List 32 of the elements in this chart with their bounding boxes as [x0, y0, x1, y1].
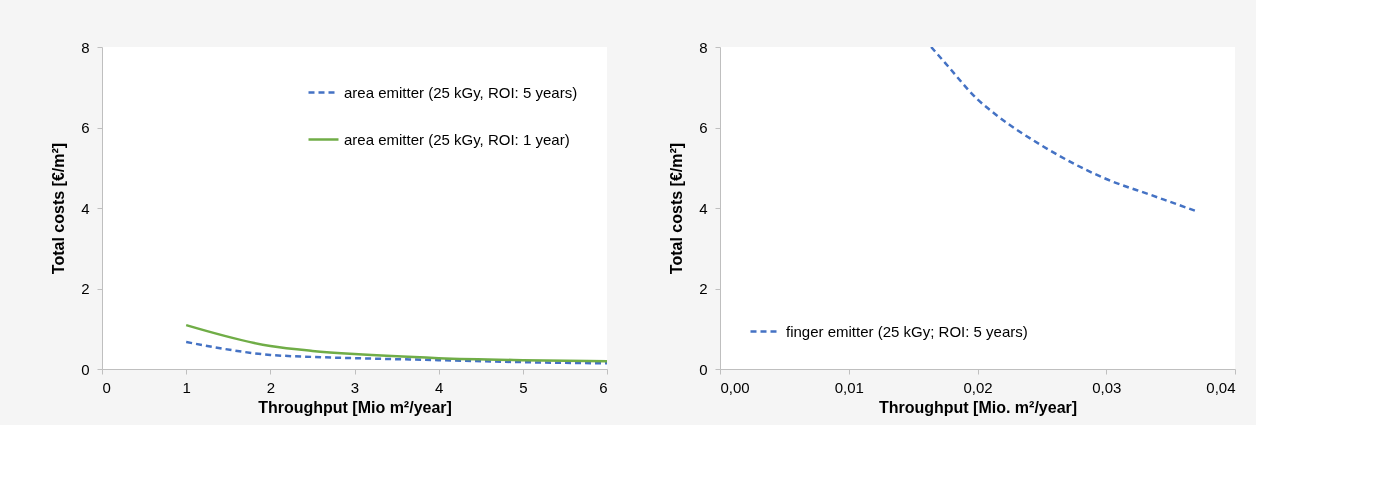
y-tick-label: 8	[699, 38, 708, 56]
y-tick-label: 2	[81, 280, 90, 297]
y-tick-label: 0	[81, 360, 90, 378]
y-tick-label: 4	[699, 199, 708, 217]
x-tick-label: 6	[599, 378, 608, 396]
x-tick-label: 1	[182, 378, 191, 396]
legend-label: area emitter (25 kGy, ROI: 5 years)	[344, 83, 578, 101]
legend-label: finger emitter (25 kGy; ROI: 5 years)	[786, 322, 1028, 340]
legend-label: area emitter (25 kGy, ROI: 1 year)	[344, 130, 570, 148]
x-tick-label: 0,02	[963, 378, 993, 396]
x-tick-label: 0	[102, 378, 111, 396]
y-tick-label: 6	[699, 119, 708, 136]
line-series	[184, 340, 607, 365]
y-tick-label: 6	[81, 119, 90, 136]
x-axis-title: Throughput [Mio. m²/year]	[878, 398, 1078, 416]
x-tick-label: 0,01	[834, 378, 864, 396]
line-series	[929, 47, 1198, 213]
y-axis-title: Total costs [€/m²]	[668, 142, 686, 275]
line-series	[184, 323, 607, 363]
x-tick-label: 5	[519, 378, 528, 396]
x-axis-title: Throughput [Mio m²/year]	[258, 398, 452, 416]
y-axis-title: Total costs [€/m²]	[50, 142, 68, 275]
y-tick-label: 2	[699, 280, 708, 297]
x-tick-label: 2	[266, 378, 276, 396]
x-tick-label: 4	[434, 378, 444, 396]
y-tick-label: 8	[81, 38, 90, 56]
y-tick-label: 4	[81, 199, 90, 217]
x-tick-label: 0,00	[720, 378, 750, 396]
x-tick-label: 3	[350, 378, 360, 396]
x-tick-label: 0,03	[1092, 378, 1122, 396]
y-tick-label: 0	[699, 360, 708, 378]
x-tick-label: 0,04	[1206, 378, 1236, 396]
